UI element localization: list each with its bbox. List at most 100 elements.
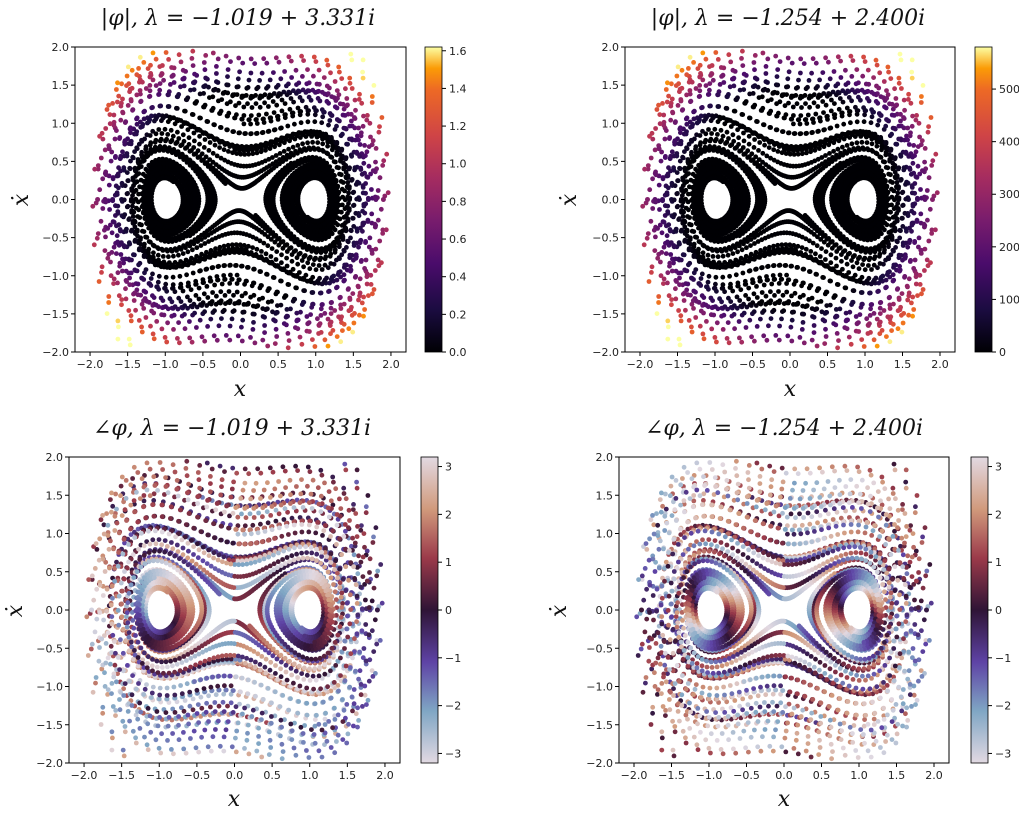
data-point (265, 344, 270, 349)
y-tick-label: 0.0 (52, 194, 70, 207)
data-point (141, 159, 146, 164)
data-point (187, 319, 192, 324)
data-point (335, 88, 340, 93)
data-point (239, 95, 244, 100)
data-point (140, 330, 145, 335)
data-point (254, 131, 259, 136)
data-point (301, 264, 306, 269)
data-point (305, 67, 310, 72)
data-point (184, 272, 189, 277)
data-point (111, 176, 116, 181)
data-point (170, 74, 175, 79)
data-point (157, 64, 162, 69)
data-point (278, 76, 283, 81)
data-point (198, 268, 203, 273)
data-point (248, 295, 253, 300)
data-point (108, 260, 113, 265)
data-point (255, 303, 260, 308)
data-point (905, 245, 910, 250)
data-point (112, 220, 117, 225)
data-point (831, 149, 836, 154)
data-point (307, 320, 312, 325)
data-point (201, 84, 206, 89)
data-point (227, 289, 232, 294)
data-point (274, 257, 279, 262)
data-point (228, 99, 233, 104)
data-point (702, 336, 707, 341)
y-tick-label: −1.0 (42, 270, 69, 283)
data-point (190, 49, 195, 54)
data-point (742, 139, 747, 144)
data-point (220, 282, 225, 287)
data-point (186, 127, 191, 132)
data-point (286, 147, 291, 152)
data-point (330, 144, 335, 149)
data-point (328, 252, 333, 257)
data-point (349, 112, 354, 117)
data-point (256, 113, 261, 118)
data-point (208, 140, 213, 145)
data-point (380, 163, 385, 168)
data-point (311, 262, 316, 267)
data-point (287, 338, 292, 343)
data-point (269, 254, 274, 259)
data-point (192, 311, 197, 316)
data-point (366, 293, 371, 298)
data-point (348, 81, 353, 86)
data-point (284, 256, 289, 261)
data-point (333, 104, 338, 109)
data-point (211, 151, 216, 156)
data-point (361, 124, 366, 129)
data-point (199, 243, 204, 248)
data-point (164, 275, 169, 280)
data-point (765, 338, 770, 343)
data-point (165, 132, 170, 137)
data-point (319, 306, 324, 311)
data-point (154, 319, 159, 324)
x-tick-label: 1.5 (345, 358, 363, 371)
data-point (302, 146, 307, 151)
data-point (156, 246, 161, 251)
data-point (163, 304, 168, 309)
x-tick-label: −2.0 (77, 358, 104, 371)
data-point (290, 114, 295, 119)
colorbar-gradient (425, 47, 442, 352)
data-point (157, 274, 162, 279)
data-point (262, 100, 267, 105)
data-point (116, 319, 121, 324)
data-point (365, 271, 370, 276)
data-point (212, 137, 217, 142)
data-point (205, 324, 210, 329)
data-point (361, 161, 366, 166)
data-point (116, 173, 121, 178)
data-point (252, 312, 257, 317)
data-point (325, 144, 330, 149)
data-point (328, 261, 333, 266)
data-point (149, 276, 154, 281)
data-point (752, 145, 757, 150)
data-point (670, 149, 675, 154)
data-point (340, 132, 345, 137)
data-point (129, 319, 134, 324)
data-point (304, 273, 309, 278)
data-point (225, 74, 230, 79)
data-point (367, 164, 372, 169)
chart-title: |φ|, λ = −1.254 + 2.400i (651, 6, 925, 31)
data-point (171, 134, 176, 139)
data-point (99, 219, 104, 224)
data-point (357, 92, 362, 97)
data-point (123, 286, 128, 291)
data-point (317, 263, 322, 268)
data-point (361, 114, 366, 119)
data-point (99, 156, 104, 161)
data-point (304, 134, 309, 139)
data-point (343, 126, 348, 131)
data-point (338, 295, 343, 300)
data-point (140, 80, 145, 85)
data-point (377, 130, 382, 135)
data-point (143, 197, 148, 202)
data-point (679, 319, 684, 324)
data-point (155, 284, 160, 289)
data-point (145, 212, 150, 217)
data-point (272, 275, 277, 280)
